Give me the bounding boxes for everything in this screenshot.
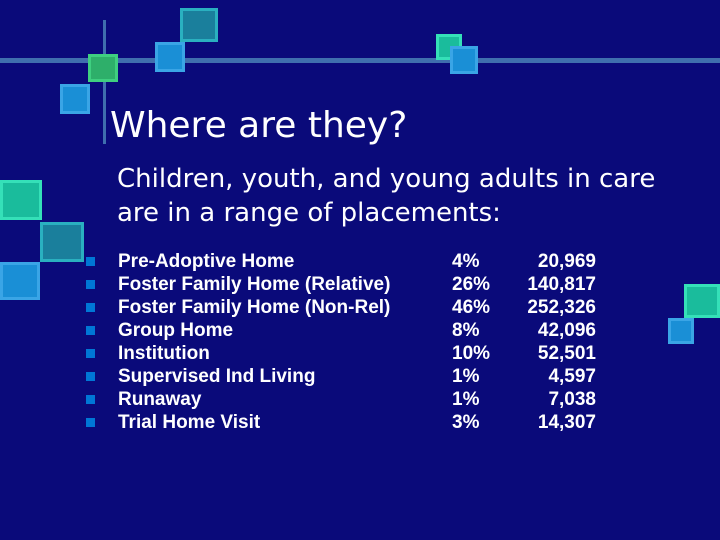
placement-label: Group Home <box>118 320 234 341</box>
list-item: Foster Family Home (Non-Rel) 46% 252,326 <box>0 296 720 319</box>
square-bullet-icon <box>86 280 95 289</box>
square-bullet-icon <box>86 395 95 404</box>
decorative-square <box>40 222 84 262</box>
placement-percent: 1% <box>452 389 480 410</box>
decorative-square <box>180 8 218 42</box>
list-item: Foster Family Home (Relative) 26% 140,81… <box>0 273 720 296</box>
square-bullet-icon <box>86 257 95 266</box>
placement-percent: 3% <box>452 412 480 433</box>
placement-percent: 8% <box>452 320 480 341</box>
list-item: Runaway 1% 7,038 <box>0 388 720 411</box>
decorative-square <box>450 46 478 74</box>
placement-label: Trial Home Visit <box>118 412 261 433</box>
placement-label: Institution <box>118 343 210 364</box>
placements-list: Pre-Adoptive Home 4% 20,969 Foster Famil… <box>0 250 720 434</box>
placement-count: 52,501 <box>537 343 596 364</box>
decorative-square <box>60 84 90 114</box>
placement-label: Supervised Ind Living <box>118 366 316 387</box>
placement-percent: 4% <box>452 251 480 272</box>
placement-count: 252,326 <box>527 297 596 318</box>
list-item: Supervised Ind Living 1% 4,597 <box>0 365 720 388</box>
placement-label: Foster Family Home (Non-Rel) <box>118 297 391 318</box>
placement-percent: 1% <box>452 366 480 387</box>
placement-count: 7,038 <box>548 389 596 410</box>
placement-count: 20,969 <box>537 251 596 272</box>
placement-percent: 26% <box>452 274 491 295</box>
square-bullet-icon <box>86 418 95 427</box>
square-bullet-icon <box>86 303 95 312</box>
list-item: Trial Home Visit 3% 14,307 <box>0 411 720 434</box>
decorative-square <box>668 318 694 344</box>
decorative-line-top <box>0 58 720 63</box>
decorative-square <box>0 262 40 300</box>
placement-count: 140,817 <box>527 274 596 295</box>
placement-percent: 10% <box>452 343 491 364</box>
decorative-square <box>0 180 42 220</box>
intro-line: are in a range of placements: <box>117 198 501 228</box>
intro-text: Children, youth, and young adults in car… <box>117 162 677 230</box>
intro-line: Children, youth, and young adults in car… <box>117 164 656 194</box>
placement-count: 14,307 <box>537 412 596 433</box>
square-bullet-icon <box>86 326 95 335</box>
decorative-line-left <box>103 20 106 144</box>
square-bullet-icon <box>86 372 95 381</box>
decorative-square <box>155 42 185 72</box>
list-item: Group Home 8% 42,096 <box>0 319 720 342</box>
square-bullet-icon <box>86 349 95 358</box>
placement-label: Runaway <box>118 389 202 410</box>
list-item: Pre-Adoptive Home 4% 20,969 <box>0 250 720 273</box>
list-item: Institution 10% 52,501 <box>0 342 720 365</box>
placement-count: 4,597 <box>548 366 596 387</box>
placement-percent: 46% <box>452 297 491 318</box>
placement-label: Pre-Adoptive Home <box>118 251 295 272</box>
decorative-square <box>88 54 118 82</box>
placement-label: Foster Family Home (Relative) <box>118 274 391 295</box>
decorative-square <box>684 284 720 318</box>
slide-title: Where are they? <box>110 105 408 146</box>
placement-count: 42,096 <box>537 320 596 341</box>
